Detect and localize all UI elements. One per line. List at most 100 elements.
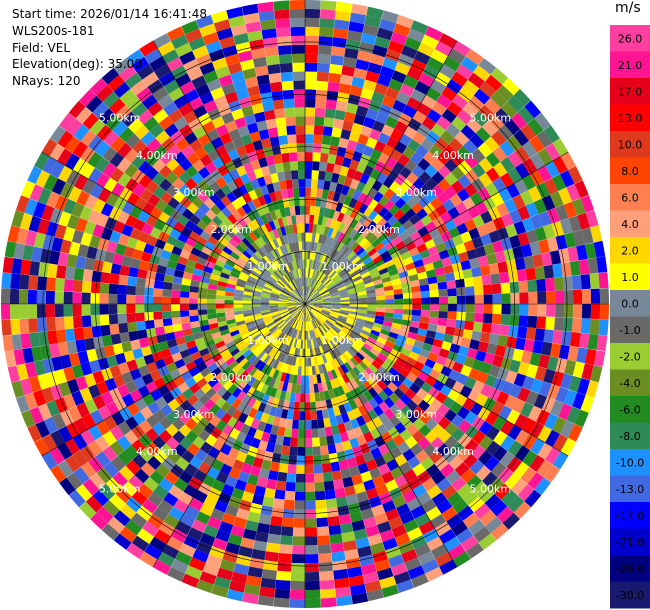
ppi-gate [403, 304, 413, 310]
ppi-gate [249, 328, 259, 336]
ppi-gate [308, 339, 312, 349]
ppi-gate [55, 278, 65, 292]
ppi-gate [140, 345, 152, 357]
ppi-gate [395, 91, 411, 105]
ppi-gate [284, 274, 291, 283]
ppi-gate [369, 128, 382, 141]
range-ring-label: 1.00km [321, 334, 363, 347]
ppi-gate [431, 470, 446, 485]
ppi-gate [84, 373, 97, 388]
ppi-gate [350, 330, 360, 338]
ppi-gate [332, 406, 341, 417]
ppi-gate [320, 290, 329, 296]
ppi-gate [249, 557, 265, 569]
ppi-gate [307, 348, 311, 358]
ppi-gate [517, 361, 530, 376]
range-ring-label: 4.00km [432, 445, 474, 458]
ppi-gate [305, 302, 314, 304]
ppi-gate [390, 446, 403, 459]
ppi-gate [222, 379, 234, 391]
ppi-gate [437, 318, 448, 327]
ppi-gate [258, 440, 268, 451]
ppi-gate [314, 473, 324, 483]
ppi-gate [82, 112, 99, 130]
ppi-gate [136, 277, 146, 288]
ppi-gate [300, 312, 304, 322]
ppi-gate [273, 597, 290, 608]
ppi-gate [465, 304, 475, 313]
ppi-gate [263, 343, 272, 353]
ppi-gate [407, 565, 425, 580]
ppi-gate [432, 338, 444, 349]
ppi-gate [308, 232, 313, 242]
ppi-gate [198, 429, 211, 442]
ppi-gate [282, 264, 289, 273]
ppi-gate [494, 483, 511, 500]
ppi-gate [322, 306, 332, 310]
ppi-gate [362, 274, 372, 282]
ppi-gate [257, 248, 266, 258]
ppi-gate [277, 426, 286, 437]
ppi-gate [352, 407, 362, 419]
ppi-gate [165, 332, 176, 341]
ppi-gate [103, 250, 115, 264]
ppi-gate [525, 267, 537, 281]
ppi-gate [492, 445, 508, 462]
ppi-gate [330, 359, 338, 370]
ppi-gate [221, 332, 232, 341]
ppi-gate [330, 310, 340, 315]
ppi-gate [287, 304, 297, 307]
ppi-gate [285, 345, 292, 355]
ppi-gate [390, 327, 400, 335]
ppi-gate [313, 305, 323, 308]
ppi-gate [185, 237, 197, 248]
ppi-gate [367, 62, 383, 75]
ppi-gate [341, 224, 350, 235]
ppi-gate [281, 445, 290, 456]
ppi-gate [425, 87, 442, 102]
ppi-gate [474, 294, 484, 304]
colorbar-swatch [610, 210, 650, 238]
ppi-gate [405, 356, 417, 367]
ppi-gate [260, 214, 269, 225]
ppi-gate [388, 108, 403, 121]
ppi-gate [265, 281, 274, 288]
ppi-gate [363, 278, 373, 285]
ppi-gate [265, 55, 280, 66]
ppi-gate [296, 278, 301, 287]
ppi-gate [275, 269, 283, 278]
ppi-gate [216, 290, 226, 296]
ppi-gate [340, 74, 354, 86]
ppi-gate [202, 562, 220, 577]
ppi-gate [233, 292, 244, 298]
ppi-gate [90, 409, 104, 425]
ppi-gate [475, 246, 487, 258]
ppi-gate [143, 243, 155, 255]
ppi-gate [166, 259, 178, 270]
ppi-gate [425, 26, 443, 41]
ppi-gate [144, 312, 154, 321]
ppi-gate [506, 409, 521, 425]
ppi-gate [313, 125, 324, 135]
ppi-gate [234, 289, 244, 295]
ppi-gate [331, 304, 341, 306]
ppi-gate [345, 102, 359, 114]
ppi-gate [361, 240, 372, 251]
ppi-gate [387, 381, 398, 393]
ppi-gate [545, 143, 561, 161]
ppi-gate [319, 274, 326, 283]
ppi-gate [233, 304, 243, 308]
ppi-gate [220, 195, 232, 207]
ppi-gate [366, 420, 377, 432]
ppi-gate [204, 240, 215, 251]
ppi-gate [520, 190, 534, 206]
ppi-gate [124, 72, 142, 89]
ppi-gate [500, 282, 511, 294]
ppi-gate [216, 27, 234, 41]
ppi-gate [137, 210, 151, 223]
ppi-gate [190, 351, 202, 361]
ppi-gate [339, 165, 350, 177]
ppi-gate [197, 482, 212, 496]
ppi-gate [293, 269, 298, 279]
ppi-gate [418, 411, 432, 424]
